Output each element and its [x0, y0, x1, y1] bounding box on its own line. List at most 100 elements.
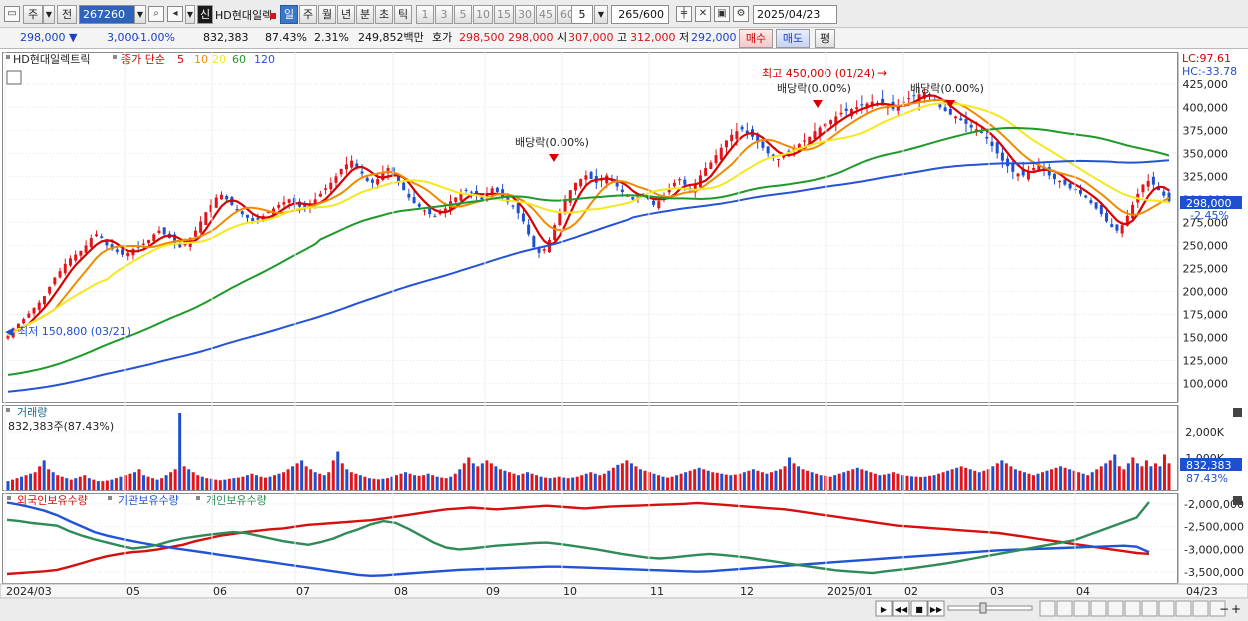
volume-bar-34	[160, 478, 164, 490]
candle-body-36	[193, 230, 197, 237]
open-price: 307,000	[568, 31, 614, 44]
volume-bar-180	[819, 475, 823, 490]
volume-bar-204	[928, 475, 932, 490]
period-tab-2[interactable]: 월	[318, 5, 336, 24]
candle-body-62	[329, 182, 333, 190]
minute-option-3[interactable]: 3	[435, 5, 453, 24]
volume-bar-95	[435, 476, 439, 490]
cross-tool-icon[interactable]: ✕	[695, 6, 711, 22]
tool-button-9	[1192, 600, 1209, 617]
price-panel-name: HD현대일렉트릭	[13, 52, 90, 66]
dividend-annotation-2: 배당락(0.00%)	[910, 82, 984, 95]
open-label: 시	[557, 31, 568, 44]
candle-body-168	[881, 98, 885, 106]
search-icon[interactable]: ⌕	[148, 6, 164, 22]
minute-option-30[interactable]: 30	[515, 5, 535, 24]
mode1-dropdown-icon[interactable]: ▼	[43, 5, 55, 24]
volume-bar-175	[797, 466, 801, 490]
speaker-dropdown-icon[interactable]: ▼	[185, 5, 195, 24]
gear-icon[interactable]: ⚙	[733, 6, 749, 22]
candle-body-73	[386, 168, 390, 174]
tool-button-3	[1090, 600, 1107, 617]
candle-body-110	[579, 179, 583, 187]
period-tab-1[interactable]: 주	[299, 5, 317, 24]
candle-body-20	[110, 244, 114, 250]
volume-bar-6	[33, 472, 37, 490]
eval-button[interactable]: 평	[815, 29, 835, 48]
stock-code-input[interactable]: 267260	[79, 5, 135, 24]
price-change-pct: -1.00%	[136, 31, 175, 44]
mode1-button[interactable]: 주	[23, 5, 43, 24]
tool-button-8	[1175, 600, 1192, 617]
volume-bar-68	[313, 472, 317, 490]
volume-bar-249	[1131, 457, 1135, 490]
period-tab-6[interactable]: 틱	[394, 5, 412, 24]
volume-bar-252	[1144, 460, 1148, 490]
volume-bar-150	[684, 472, 688, 490]
count-input[interactable]: 265/600	[611, 5, 669, 24]
date-input[interactable]: 2025/04/23	[753, 5, 837, 24]
volume-bar-257	[1167, 463, 1171, 490]
candle-body-21	[115, 249, 119, 252]
candle-body-89	[469, 191, 473, 193]
candle-body-42	[225, 195, 229, 200]
candle-body-88	[464, 189, 468, 191]
candle-body-5	[32, 308, 36, 314]
sell-button[interactable]: 매도	[776, 29, 810, 48]
volume-bar-55	[254, 475, 258, 490]
candle-body-93	[490, 188, 494, 196]
period-tab-3[interactable]: 년	[337, 5, 355, 24]
volume-bar-69	[318, 473, 322, 490]
volume-bar-255	[1158, 466, 1162, 490]
candle-body-25	[136, 246, 140, 248]
candle-body-10	[58, 271, 62, 278]
holding-line-foreign	[6, 501, 1150, 576]
ma-legend-5: 5	[177, 53, 184, 66]
nav-button-icon-2: ■	[915, 605, 923, 614]
volume-bar-118	[539, 476, 543, 490]
candle-body-139	[730, 134, 734, 142]
mode2-button[interactable]: 전	[57, 5, 77, 24]
minute-option-1[interactable]: 1	[416, 5, 434, 24]
candle-body-196	[1026, 171, 1030, 180]
period-tab-0[interactable]: 일	[280, 5, 298, 24]
volume-bar-173	[788, 457, 792, 490]
candle-body-193	[1011, 164, 1015, 172]
volume-tag	[1180, 458, 1242, 471]
minute-option-15[interactable]: 15	[494, 5, 514, 24]
code-dropdown-icon[interactable]: ▼	[134, 5, 146, 24]
minute-option-10[interactable]: 10	[473, 5, 493, 24]
window-menu-icon[interactable]: ▭	[4, 6, 20, 22]
candle-body-111	[584, 175, 588, 180]
volume-bar-203	[923, 476, 927, 490]
period-tab-5[interactable]: 초	[375, 5, 393, 24]
save-icon[interactable]: ▣	[714, 6, 730, 22]
candle-body-112	[589, 172, 593, 180]
price-tick-label: 150,000	[1183, 332, 1229, 345]
candle-body-146	[766, 146, 770, 154]
volume-bar-200	[910, 476, 914, 490]
high-annotation: 최고 450,000 (01/24)	[762, 67, 875, 80]
volume-bar-93	[426, 473, 430, 490]
interval-input[interactable]: 5	[571, 5, 593, 24]
candle-icon[interactable]: ╪	[676, 6, 692, 22]
buy-button[interactable]: 매수	[739, 29, 773, 48]
candle-body-81	[428, 207, 432, 215]
dividend-marker-icon-1	[813, 100, 823, 108]
zoom-out-icon: −	[1219, 602, 1229, 616]
minute-option-45[interactable]: 45	[536, 5, 556, 24]
volume-bar-96	[440, 477, 444, 490]
volume-bar-122	[557, 476, 561, 490]
price-tick-label: 250,000	[1183, 239, 1229, 252]
interval-dropdown-icon[interactable]: ▼	[594, 5, 608, 24]
candle-body-128	[672, 182, 676, 187]
legend-marker-icon	[196, 496, 200, 500]
volume-bar-184	[837, 473, 841, 490]
period-tab-4[interactable]: 분	[356, 5, 374, 24]
volume-bar-5	[29, 473, 33, 490]
stock-chart[interactable]: 425,000400,000375,000350,000325,000300,0…	[0, 50, 1248, 621]
minute-option-5[interactable]: 5	[454, 5, 472, 24]
speaker-icon[interactable]: ◂	[167, 6, 183, 22]
count-value: 265	[618, 8, 640, 21]
volume-bar-11	[56, 475, 60, 490]
